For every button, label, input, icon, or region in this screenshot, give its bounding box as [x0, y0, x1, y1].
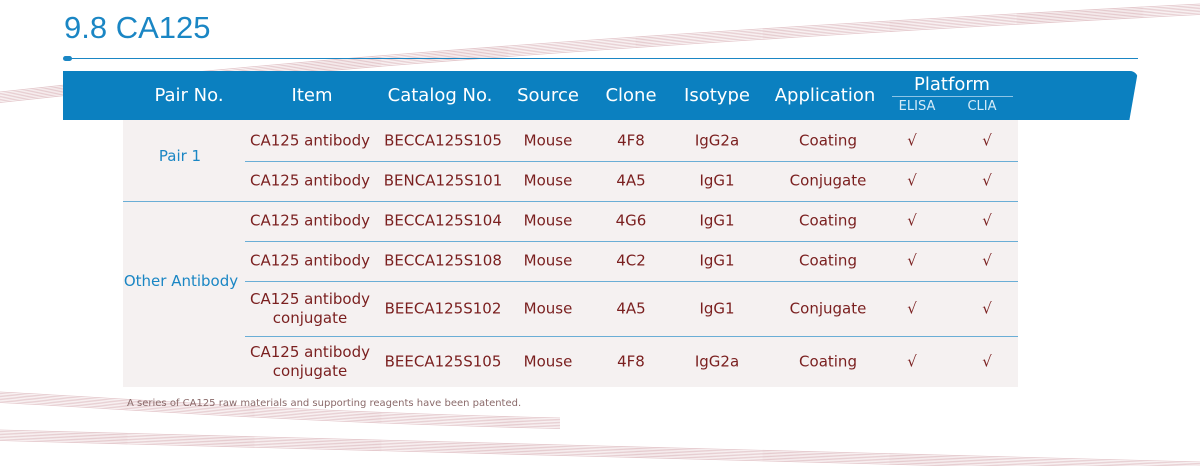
title-rule: [66, 58, 1138, 59]
cell-catalog: BENCA125S101: [383, 171, 503, 190]
group-label-pair-1: Pair 1: [158, 147, 202, 165]
table-body: [123, 120, 1018, 387]
cell-isotype: IgG2a: [694, 352, 740, 370]
header-catalog-no: Catalog No.: [387, 85, 493, 106]
header-clia: CLIA: [967, 99, 997, 114]
cell-source: Mouse: [523, 299, 573, 317]
cell-source: Mouse: [523, 171, 573, 190]
cell-item: CA125 antibody conjugate: [250, 342, 370, 380]
header-item: Item: [291, 85, 333, 106]
row-divider: [245, 161, 1018, 162]
cell-clone: 4A5: [616, 171, 646, 190]
row-divider: [245, 241, 1018, 242]
cell-source: Mouse: [523, 251, 573, 270]
cell-clone: 4G6: [615, 211, 647, 230]
cell-catalog: BEECA125S105: [384, 352, 502, 370]
cell-application: Coating: [799, 251, 857, 270]
check-icon-elisa: √: [907, 211, 917, 230]
footnote: A series of CA125 raw materials and supp…: [127, 398, 522, 409]
check-icon-elisa: √: [907, 251, 917, 270]
check-icon-clia: √: [982, 131, 992, 149]
check-icon-clia: √: [982, 352, 992, 370]
check-icon-elisa: √: [907, 352, 917, 370]
check-icon-clia: √: [982, 299, 992, 317]
header-pair-no: Pair No.: [154, 85, 224, 106]
cell-isotype: IgG1: [699, 251, 735, 270]
cell-item: CA125 antibody: [250, 251, 370, 270]
cell-catalog: BECCA125S105: [384, 131, 502, 149]
table-header-bar: [63, 71, 1138, 120]
check-icon-clia: √: [982, 251, 992, 270]
cell-isotype: IgG1: [699, 211, 735, 230]
cell-source: Mouse: [523, 211, 573, 230]
cell-application: Conjugate: [789, 171, 867, 190]
check-icon-clia: √: [982, 171, 992, 190]
cell-application: Conjugate: [789, 299, 867, 317]
cell-source: Mouse: [523, 131, 573, 149]
cell-catalog: BECCA125S104: [384, 211, 502, 230]
cell-catalog: BECCA125S108: [384, 251, 502, 270]
cell-application: Coating: [799, 131, 857, 149]
cell-clone: 4C2: [616, 251, 646, 270]
row-divider: [123, 201, 1018, 202]
page-title: 9.8 CA125: [64, 10, 211, 45]
check-icon-elisa: √: [907, 171, 917, 190]
cell-isotype: IgG1: [699, 299, 735, 317]
cell-isotype: IgG1: [699, 171, 735, 190]
cell-item: CA125 antibody conjugate: [250, 289, 370, 327]
check-icon-elisa: √: [907, 131, 917, 149]
cell-clone: 4A5: [616, 299, 646, 317]
cell-clone: 4F8: [617, 352, 645, 370]
cell-clone: 4F8: [617, 131, 645, 149]
header-application: Application: [774, 85, 876, 106]
header-source: Source: [517, 85, 579, 106]
header-isotype: Isotype: [684, 85, 750, 106]
cell-isotype: IgG2a: [694, 131, 740, 149]
check-icon-elisa: √: [907, 299, 917, 317]
group-label-other-antibody: Other Antibody: [123, 272, 239, 290]
cell-item: CA125 antibody: [250, 211, 370, 230]
cell-application: Coating: [799, 211, 857, 230]
row-divider: [245, 281, 1018, 282]
check-icon-clia: √: [982, 211, 992, 230]
header-elisa: ELISA: [898, 99, 936, 114]
cell-item: CA125 antibody: [250, 171, 370, 190]
cell-catalog: BEECA125S102: [384, 299, 502, 317]
cell-source: Mouse: [523, 352, 573, 370]
platform-divider: [892, 96, 1013, 97]
header-clone: Clone: [605, 85, 657, 106]
row-divider: [245, 336, 1018, 337]
header-platform: Platform: [914, 74, 990, 95]
cell-item: CA125 antibody: [250, 131, 370, 149]
cell-application: Coating: [799, 352, 857, 370]
